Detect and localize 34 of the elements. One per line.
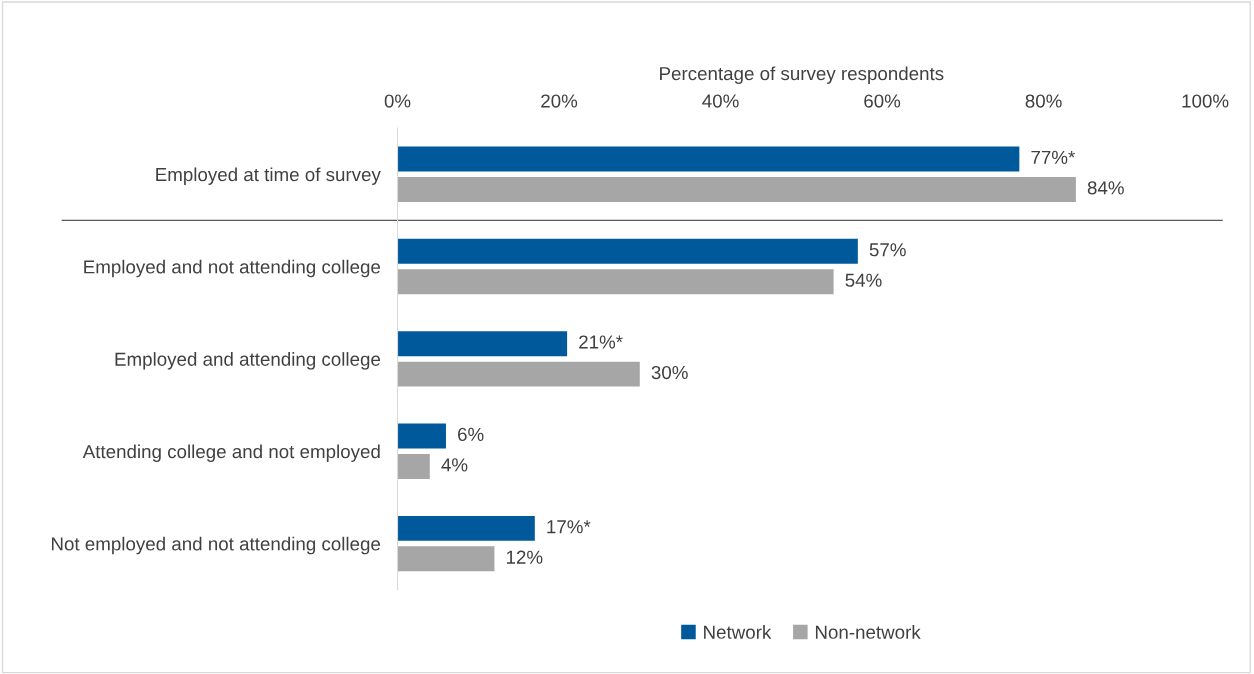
- y-tick-label: Employed and not attending college: [84, 259, 381, 278]
- x-tick-label: 100%: [1182, 94, 1229, 108]
- data-label: 21%*: [579, 335, 623, 349]
- legend-label: Non-network: [815, 625, 921, 639]
- bar: [397, 146, 1020, 172]
- data-label: 57%: [869, 243, 906, 257]
- data-label: 17%*: [547, 520, 591, 534]
- data-label: 30%: [651, 365, 688, 380]
- legend-label: Network: [704, 625, 772, 639]
- data-label: 84%: [1087, 181, 1124, 195]
- data-label: 54%: [845, 273, 882, 287]
- data-label: 6%: [458, 427, 484, 442]
- bar: [397, 269, 834, 295]
- y-tick-label: Employed and attending college: [115, 352, 381, 370]
- x-tick-label: 40%: [702, 94, 739, 108]
- y-tick-label: Employed at time of survey: [156, 167, 381, 185]
- bar: [397, 177, 1076, 202]
- x-axis-title: Percentage of survey respondents: [660, 66, 944, 84]
- bar: [397, 515, 535, 541]
- bar: [397, 423, 446, 449]
- x-tick-label: 20%: [541, 94, 578, 108]
- bar: [397, 331, 568, 357]
- x-tick-label: 60%: [864, 94, 901, 108]
- data-label: 77%*: [1031, 150, 1075, 164]
- data-label: 4%: [441, 458, 468, 472]
- x-tick-label: 0%: [384, 94, 411, 108]
- y-tick-label: Not employed and not attending college: [51, 536, 381, 555]
- x-tick-label: 80%: [1025, 94, 1062, 108]
- y-tick-label: Attending college and not employed: [82, 444, 380, 462]
- bar: [397, 546, 495, 572]
- bar: [397, 454, 430, 479]
- bar: [397, 361, 640, 387]
- bar: [397, 238, 858, 264]
- data-label: 12%: [506, 550, 543, 564]
